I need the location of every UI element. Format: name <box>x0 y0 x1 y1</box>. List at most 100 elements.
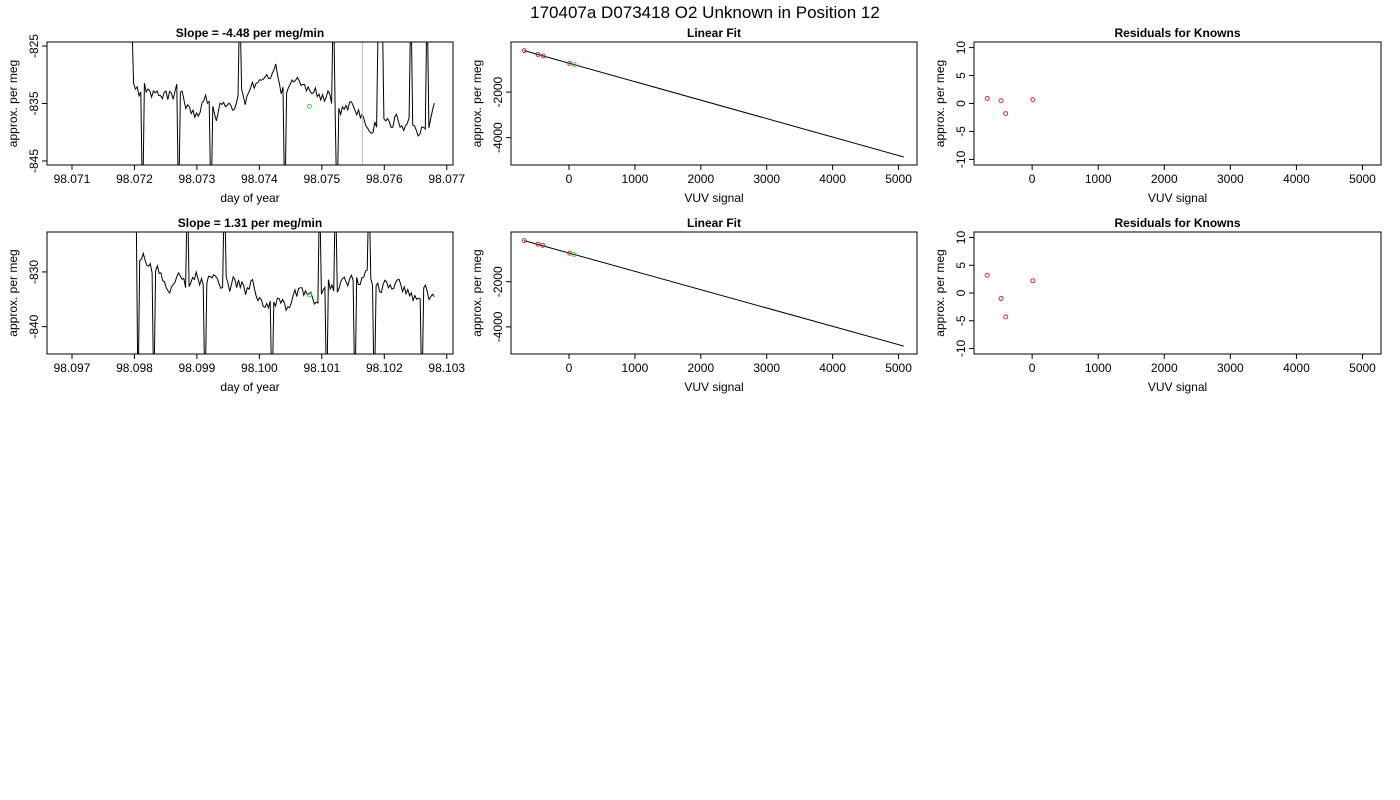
plot-frame <box>973 231 1382 355</box>
fit-line <box>524 50 904 158</box>
x-tick-label: 5000 <box>885 361 912 375</box>
residual-point <box>1003 111 1009 117</box>
residual-point <box>1030 278 1036 284</box>
y-tick-label: 5 <box>954 72 968 79</box>
chart-title: Residuals for Knowns <box>1114 216 1240 230</box>
known-point <box>567 250 573 256</box>
residual-point <box>984 95 990 101</box>
known-point <box>540 242 546 248</box>
known-point <box>535 241 541 247</box>
x-tick-label: 98.072 <box>116 172 153 186</box>
residual-point <box>1030 97 1036 103</box>
x-tick-label: 4000 <box>1283 172 1310 186</box>
known-point <box>567 60 573 66</box>
chart-title: Slope = 1.31 per meg/min <box>178 216 322 230</box>
x-tick-label: 0 <box>566 172 573 186</box>
x-tick-label: 98.101 <box>303 361 340 375</box>
data-series-line <box>135 232 435 354</box>
x-tick-label: 2000 <box>687 172 714 186</box>
x-tick-label: 98.071 <box>54 172 91 186</box>
residual-point <box>984 272 990 278</box>
y-tick-label: -10 <box>954 150 968 168</box>
x-tick-label: 98.075 <box>303 172 340 186</box>
x-tick-label: 98.076 <box>366 172 403 186</box>
panel-4: Slope = 1.31 per meg/min day of year appro… <box>6 216 465 394</box>
x-tick-label: 2000 <box>1151 172 1178 186</box>
y-tick-label: -825 <box>27 34 41 58</box>
x-axis-label: day of year <box>220 380 279 394</box>
data-series-line <box>131 42 435 165</box>
chart-title: Linear Fit <box>687 216 741 230</box>
y-axis-label: approx. per meg <box>6 249 20 336</box>
y-tick-label: -830 <box>27 260 41 284</box>
y-axis-label: approx. per meg <box>6 60 20 147</box>
y-tick-label: -840 <box>27 314 41 338</box>
residual-point <box>998 296 1004 302</box>
x-tick-label: 98.077 <box>428 172 465 186</box>
x-axis-label: day of year <box>220 191 279 205</box>
panel-1: Slope = -4.48 per meg/min day of year appr… <box>6 26 465 205</box>
panel-2: Linear Fit VUV signal approx. per meg 0 1000… <box>470 26 918 205</box>
y-tick-label: -2000 <box>491 266 505 297</box>
y-tick-label: -845 <box>27 149 41 173</box>
fit-line <box>524 240 904 347</box>
unknown-point <box>306 292 312 298</box>
x-tick-label: 4000 <box>819 361 846 375</box>
panels: Slope = -4.48 per meg/min day of year appr… <box>6 26 1382 394</box>
x-tick-label: 2000 <box>687 361 714 375</box>
x-tick-label: 1000 <box>622 172 649 186</box>
x-tick-label: 3000 <box>1217 172 1244 186</box>
x-tick-label: 98.074 <box>241 172 278 186</box>
y-axis-label: approx. per meg <box>470 249 484 336</box>
x-tick-label: 98.098 <box>116 361 153 375</box>
unknown-point <box>306 103 312 109</box>
x-tick-label: 4000 <box>819 172 846 186</box>
y-tick-label: -835 <box>27 91 41 115</box>
plot-area <box>521 48 904 158</box>
x-tick-label: 1000 <box>1085 172 1112 186</box>
panel-6: Residuals for Knowns VUV signal approx. pe… <box>933 216 1382 394</box>
x-axis-label: VUV signal <box>1148 380 1207 394</box>
x-tick-label: 98.103 <box>428 361 465 375</box>
y-tick-label: -10 <box>954 339 968 357</box>
y-tick-label: -5 <box>954 315 968 326</box>
chart-title: Residuals for Knowns <box>1114 26 1240 40</box>
x-tick-label: 1000 <box>622 361 649 375</box>
x-tick-label: 0 <box>566 361 573 375</box>
known-point <box>540 53 546 59</box>
y-tick-label: 0 <box>954 100 968 107</box>
x-tick-label: 0 <box>1029 172 1036 186</box>
panel-3: Residuals for Knowns VUV signal approx. pe… <box>933 26 1382 205</box>
y-axis-label: approx. per meg <box>933 60 947 147</box>
plot-area <box>135 232 435 354</box>
x-tick-label: 98.097 <box>54 361 91 375</box>
x-tick-label: 5000 <box>1349 361 1376 375</box>
y-axis-label: approx. per meg <box>470 60 484 147</box>
x-tick-label: 2000 <box>1151 361 1178 375</box>
x-tick-label: 98.073 <box>179 172 216 186</box>
known-point <box>521 48 527 54</box>
chart-title: Linear Fit <box>687 26 741 40</box>
unknown-point <box>571 62 577 68</box>
unknown-point <box>571 251 577 257</box>
plot-frame <box>46 231 454 355</box>
x-axis-label: VUV signal <box>684 380 743 394</box>
x-tick-label: 5000 <box>1349 172 1376 186</box>
plot-frame <box>46 41 454 166</box>
y-tick-label: -4000 <box>491 311 505 342</box>
y-tick-label: 5 <box>954 262 968 269</box>
y-tick-label: -4000 <box>491 122 505 153</box>
x-tick-label: 98.099 <box>179 361 216 375</box>
y-tick-label: -2000 <box>491 76 505 107</box>
x-tick-label: 0 <box>1029 361 1036 375</box>
residual-point <box>998 98 1004 104</box>
x-tick-label: 98.102 <box>366 361 403 375</box>
known-point <box>535 52 541 58</box>
y-axis-label: approx. per meg <box>933 249 947 336</box>
x-tick-label: 3000 <box>753 172 780 186</box>
y-tick-label: 10 <box>954 41 968 55</box>
y-tick-label: -5 <box>954 126 968 137</box>
x-tick-label: 98.100 <box>241 361 278 375</box>
chart-title: Slope = -4.48 per meg/min <box>176 26 324 40</box>
page-title: 170407a D073418 O2 Unknown in Position 1… <box>530 3 880 22</box>
